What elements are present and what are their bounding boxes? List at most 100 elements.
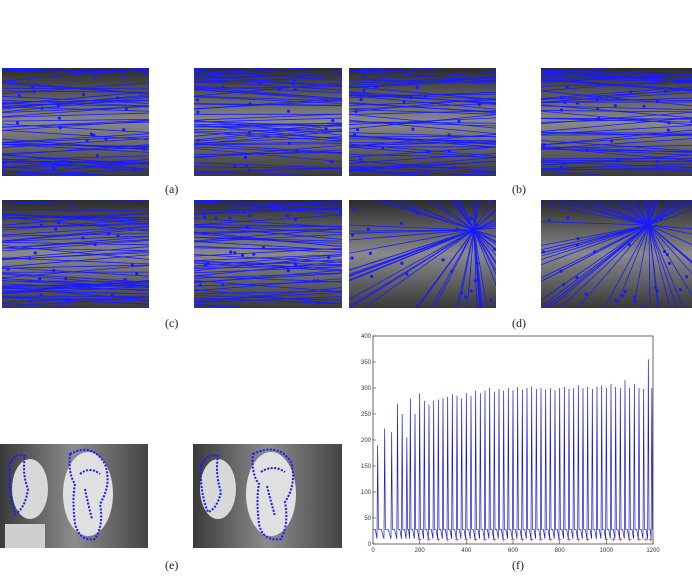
epipolar-line	[541, 146, 692, 153]
epipolar-line	[2, 155, 149, 161]
epipolar-line	[349, 68, 387, 72]
epipolar-line	[2, 158, 149, 173]
feature-point	[93, 76, 97, 80]
feature-point	[287, 141, 292, 145]
feature-point	[678, 288, 682, 292]
red-plus-marker: +	[511, 535, 516, 544]
epipolar-line	[2, 235, 149, 242]
feature-point	[121, 74, 125, 78]
epipolar-line	[544, 224, 650, 308]
feature-point	[240, 253, 245, 257]
epipolar-line	[194, 259, 342, 271]
epipolar-line	[349, 141, 496, 147]
feature-point	[562, 283, 566, 287]
feature-point	[487, 200, 492, 203]
epipolar-line	[363, 229, 475, 308]
epipolar-line	[473, 229, 481, 308]
epipolar-line	[603, 224, 650, 308]
label-f: (f)	[512, 558, 524, 572]
label-d: (d)	[512, 316, 526, 330]
epipolar-line	[541, 134, 692, 136]
epipolar-line	[194, 254, 342, 263]
feature-point	[85, 138, 89, 143]
epipolar-line	[349, 132, 496, 138]
feature-point	[684, 275, 689, 279]
epipolar-line	[2, 295, 149, 298]
epipolar-line	[2, 212, 149, 226]
epipolar-line	[194, 294, 342, 301]
feature-point	[381, 146, 385, 150]
feature-point	[202, 211, 206, 216]
feature-point	[286, 269, 290, 273]
epipolar-line	[349, 76, 496, 84]
epipolar-line	[541, 167, 692, 171]
feature-point	[575, 243, 579, 247]
epipolar-line	[349, 103, 496, 110]
epipolar-line	[541, 133, 692, 146]
feature-point	[362, 88, 366, 93]
red-plus-marker: +	[585, 535, 590, 544]
red-plus-marker: +	[427, 535, 432, 544]
feature-point	[595, 106, 600, 111]
epipolar-line	[648, 224, 651, 308]
epipolar-line	[349, 97, 496, 113]
epipolar-line	[2, 252, 149, 260]
feature-point	[665, 253, 669, 257]
y-tick-label: 0	[368, 542, 372, 548]
feature-point	[595, 97, 599, 102]
epipolar-line	[194, 136, 342, 144]
feature-point	[122, 128, 126, 132]
feature-point	[475, 223, 479, 227]
feature-point	[300, 74, 304, 78]
feature-point	[54, 227, 58, 231]
feature-point	[366, 227, 370, 231]
epipolar-line	[648, 224, 671, 308]
red-plus-marker: +	[576, 535, 581, 544]
epipolar-line	[541, 224, 650, 246]
red-plus-marker: +	[539, 535, 544, 544]
epipolar-line	[541, 224, 650, 282]
feature-point	[252, 252, 256, 256]
contour-right-head	[68, 448, 109, 541]
feature-point	[447, 133, 451, 137]
epipolar-line	[541, 163, 692, 170]
feature-point	[623, 289, 627, 294]
feature-point	[361, 69, 365, 73]
feature-point	[142, 147, 146, 151]
epipolar-line	[194, 96, 342, 104]
epipolar-image	[194, 200, 342, 308]
image-b-right	[541, 68, 692, 176]
epipolar-line	[541, 68, 611, 74]
epipolar-line	[194, 89, 342, 101]
epipolar-line	[194, 162, 342, 169]
epipolar-line	[2, 200, 149, 204]
epipolar-line	[194, 95, 342, 102]
feature-point	[633, 299, 637, 303]
feature-point	[627, 243, 631, 247]
epipolar-line	[194, 236, 342, 244]
feature-point	[370, 274, 374, 278]
epipolar-line	[194, 200, 342, 215]
epipolar-line	[425, 200, 475, 231]
epipolar-line	[2, 90, 149, 93]
feature-point	[477, 102, 482, 106]
epipolar-line	[648, 224, 692, 263]
feature-point	[294, 217, 298, 221]
feature-point	[354, 109, 358, 114]
epipolar-line	[349, 146, 496, 158]
epipolar-line	[2, 264, 149, 269]
epipolar-line	[2, 119, 149, 122]
epipolar-line	[632, 224, 650, 308]
epipolar-image	[194, 68, 342, 176]
epipolar-line	[2, 94, 149, 110]
feature-point	[278, 87, 282, 91]
y-tick-label: 50	[364, 516, 371, 522]
feature-point	[659, 217, 663, 221]
epipolar-line	[541, 145, 692, 149]
feature-point	[565, 85, 569, 89]
epipolar-line	[541, 224, 650, 301]
feature-point	[316, 301, 320, 305]
feature-point	[355, 127, 360, 132]
epipolar-line	[2, 112, 149, 118]
feature-point	[130, 263, 134, 267]
